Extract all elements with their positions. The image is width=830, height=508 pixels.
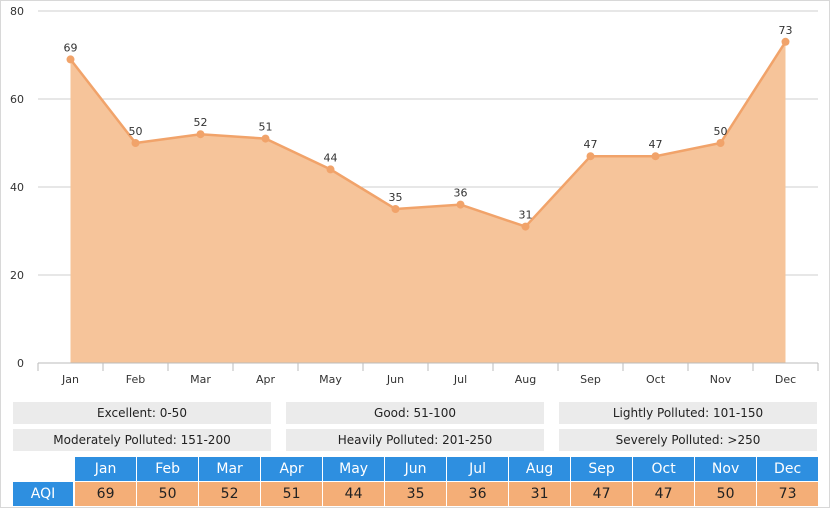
x-tick-label: Nov	[710, 373, 732, 386]
data-label: 69	[64, 41, 78, 54]
legend-lightly-polluted: Lightly Polluted: 101-150	[559, 402, 817, 424]
x-tick-label: Apr	[256, 373, 276, 386]
data-point	[456, 200, 465, 209]
table-month-header: Jun	[385, 457, 447, 481]
table-month-header: Apr	[261, 457, 323, 481]
x-tick-label: Oct	[646, 373, 666, 386]
data-point	[196, 130, 205, 139]
legend-heavily-polluted: Heavily Polluted: 201-250	[286, 429, 544, 451]
table-aqi-value: 47	[633, 482, 695, 506]
data-label: 35	[389, 191, 403, 204]
table-month-header: May	[323, 457, 385, 481]
table-aqi-value: 44	[323, 482, 385, 506]
data-label: 36	[454, 187, 468, 200]
data-point	[521, 222, 530, 231]
x-tick-label: Jan	[61, 373, 79, 386]
y-tick-label: 60	[10, 93, 24, 106]
legend-severely-polluted: Severely Polluted: >250	[559, 429, 817, 451]
table-aqi-value: 35	[385, 482, 447, 506]
data-label: 47	[649, 138, 663, 151]
table-month-header: Dec	[757, 457, 819, 481]
data-point	[586, 152, 595, 161]
legend-moderately-polluted: Moderately Polluted: 151-200	[13, 429, 271, 451]
aqi-row-label: AQI	[13, 482, 73, 506]
data-label: 52	[194, 116, 208, 129]
data-point	[716, 139, 725, 147]
x-tick-label: Jul	[453, 373, 467, 386]
data-label: 50	[129, 125, 143, 138]
data-point	[131, 139, 140, 147]
y-tick-label: 40	[10, 181, 24, 194]
x-tick-label: Dec	[775, 373, 796, 386]
data-label: 51	[259, 121, 273, 134]
x-tick-label: May	[319, 373, 342, 386]
table-month-header: Jul	[447, 457, 509, 481]
legend-excellent: Excellent: 0-50	[13, 402, 271, 424]
aqi-area-chart: 0 20 40 60 80 69 Jan 50 Feb 52 Mar 51 Apr 44 May 35 Jun 3…	[10, 5, 819, 386]
x-tick-label: Sep	[580, 373, 601, 386]
x-tick-label: Aug	[515, 373, 536, 386]
data-label: 44	[324, 151, 338, 164]
data-point	[781, 37, 790, 46]
table-aqi-value: 31	[509, 482, 571, 506]
data-label: 50	[714, 125, 728, 138]
series-line	[69, 41, 787, 229]
table-aqi-value: 50	[695, 482, 757, 506]
table-aqi-value: 69	[75, 482, 137, 506]
table-aqi-value: 50	[137, 482, 199, 506]
data-point	[326, 165, 335, 174]
area-fill	[70, 41, 786, 364]
data-point	[651, 152, 660, 161]
table-month-header: Mar	[199, 457, 261, 481]
data-label: 73	[779, 24, 793, 37]
y-tick-label: 80	[10, 5, 24, 18]
data-label: 47	[584, 138, 598, 151]
y-tick-label: 20	[10, 269, 24, 282]
table-month-header: Sep	[571, 457, 633, 481]
data-point	[391, 205, 400, 213]
table-month-header: Nov	[695, 457, 757, 481]
x-tick-label: Feb	[126, 373, 145, 386]
table-aqi-value: 36	[447, 482, 509, 506]
table-month-header: Aug	[509, 457, 571, 481]
data-point	[261, 134, 270, 143]
table-month-header: Oct	[633, 457, 695, 481]
table-aqi-value: 73	[757, 482, 819, 506]
x-tick-label: Jun	[386, 373, 404, 386]
table-month-header: Jan	[75, 457, 137, 481]
data-label: 31	[519, 209, 533, 222]
x-tick-label: Mar	[190, 373, 211, 386]
y-tick-label: 0	[17, 357, 24, 370]
table-aqi-value: 47	[571, 482, 633, 506]
legend-good: Good: 51-100	[286, 402, 544, 424]
table-aqi-value: 52	[199, 482, 261, 506]
table-month-header: Feb	[137, 457, 199, 481]
table-aqi-value: 51	[261, 482, 323, 506]
data-point	[66, 55, 75, 64]
